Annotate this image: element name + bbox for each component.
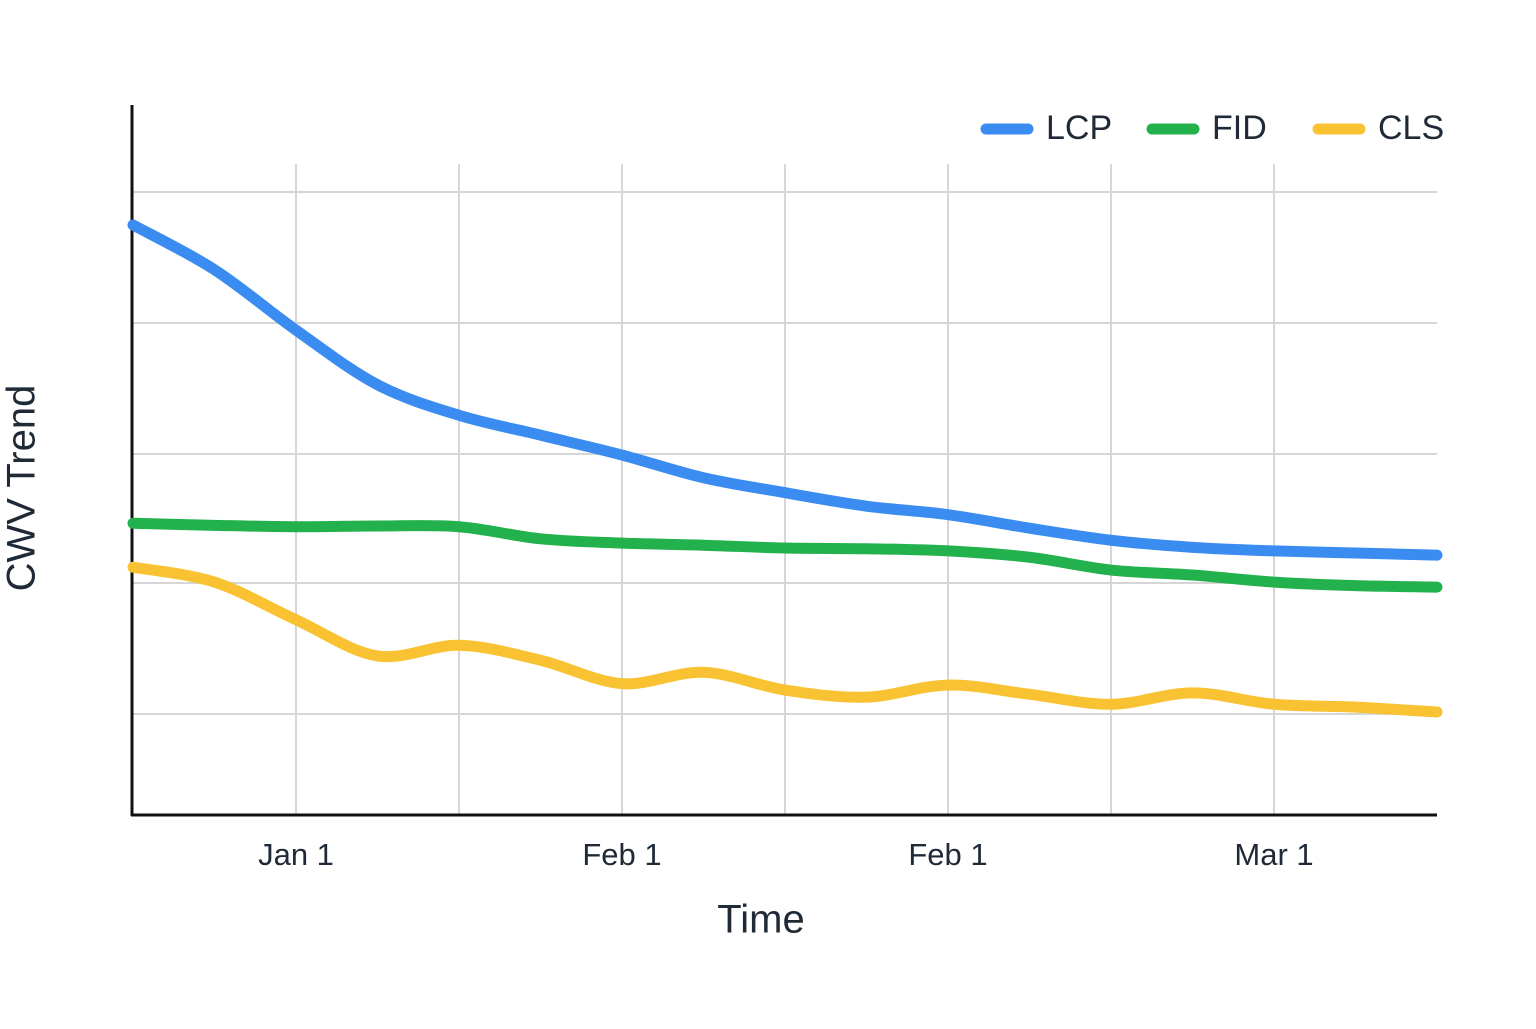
legend-label: CLS [1378, 109, 1444, 147]
x-tick-label: Mar 1 [1234, 837, 1313, 872]
legend-label: LCP [1046, 109, 1112, 147]
series-line [127, 219, 1443, 561]
series-line [127, 561, 1443, 718]
x-tick-label: Feb 1 [908, 837, 987, 872]
x-axis-title: Time [717, 898, 804, 942]
legend-label: FID [1212, 109, 1267, 147]
y-axis-title: CWV Trend [0, 385, 44, 592]
x-tick-label: Jan 1 [258, 837, 334, 872]
x-tick-label: Feb 1 [582, 837, 661, 872]
series-line [127, 517, 1443, 593]
